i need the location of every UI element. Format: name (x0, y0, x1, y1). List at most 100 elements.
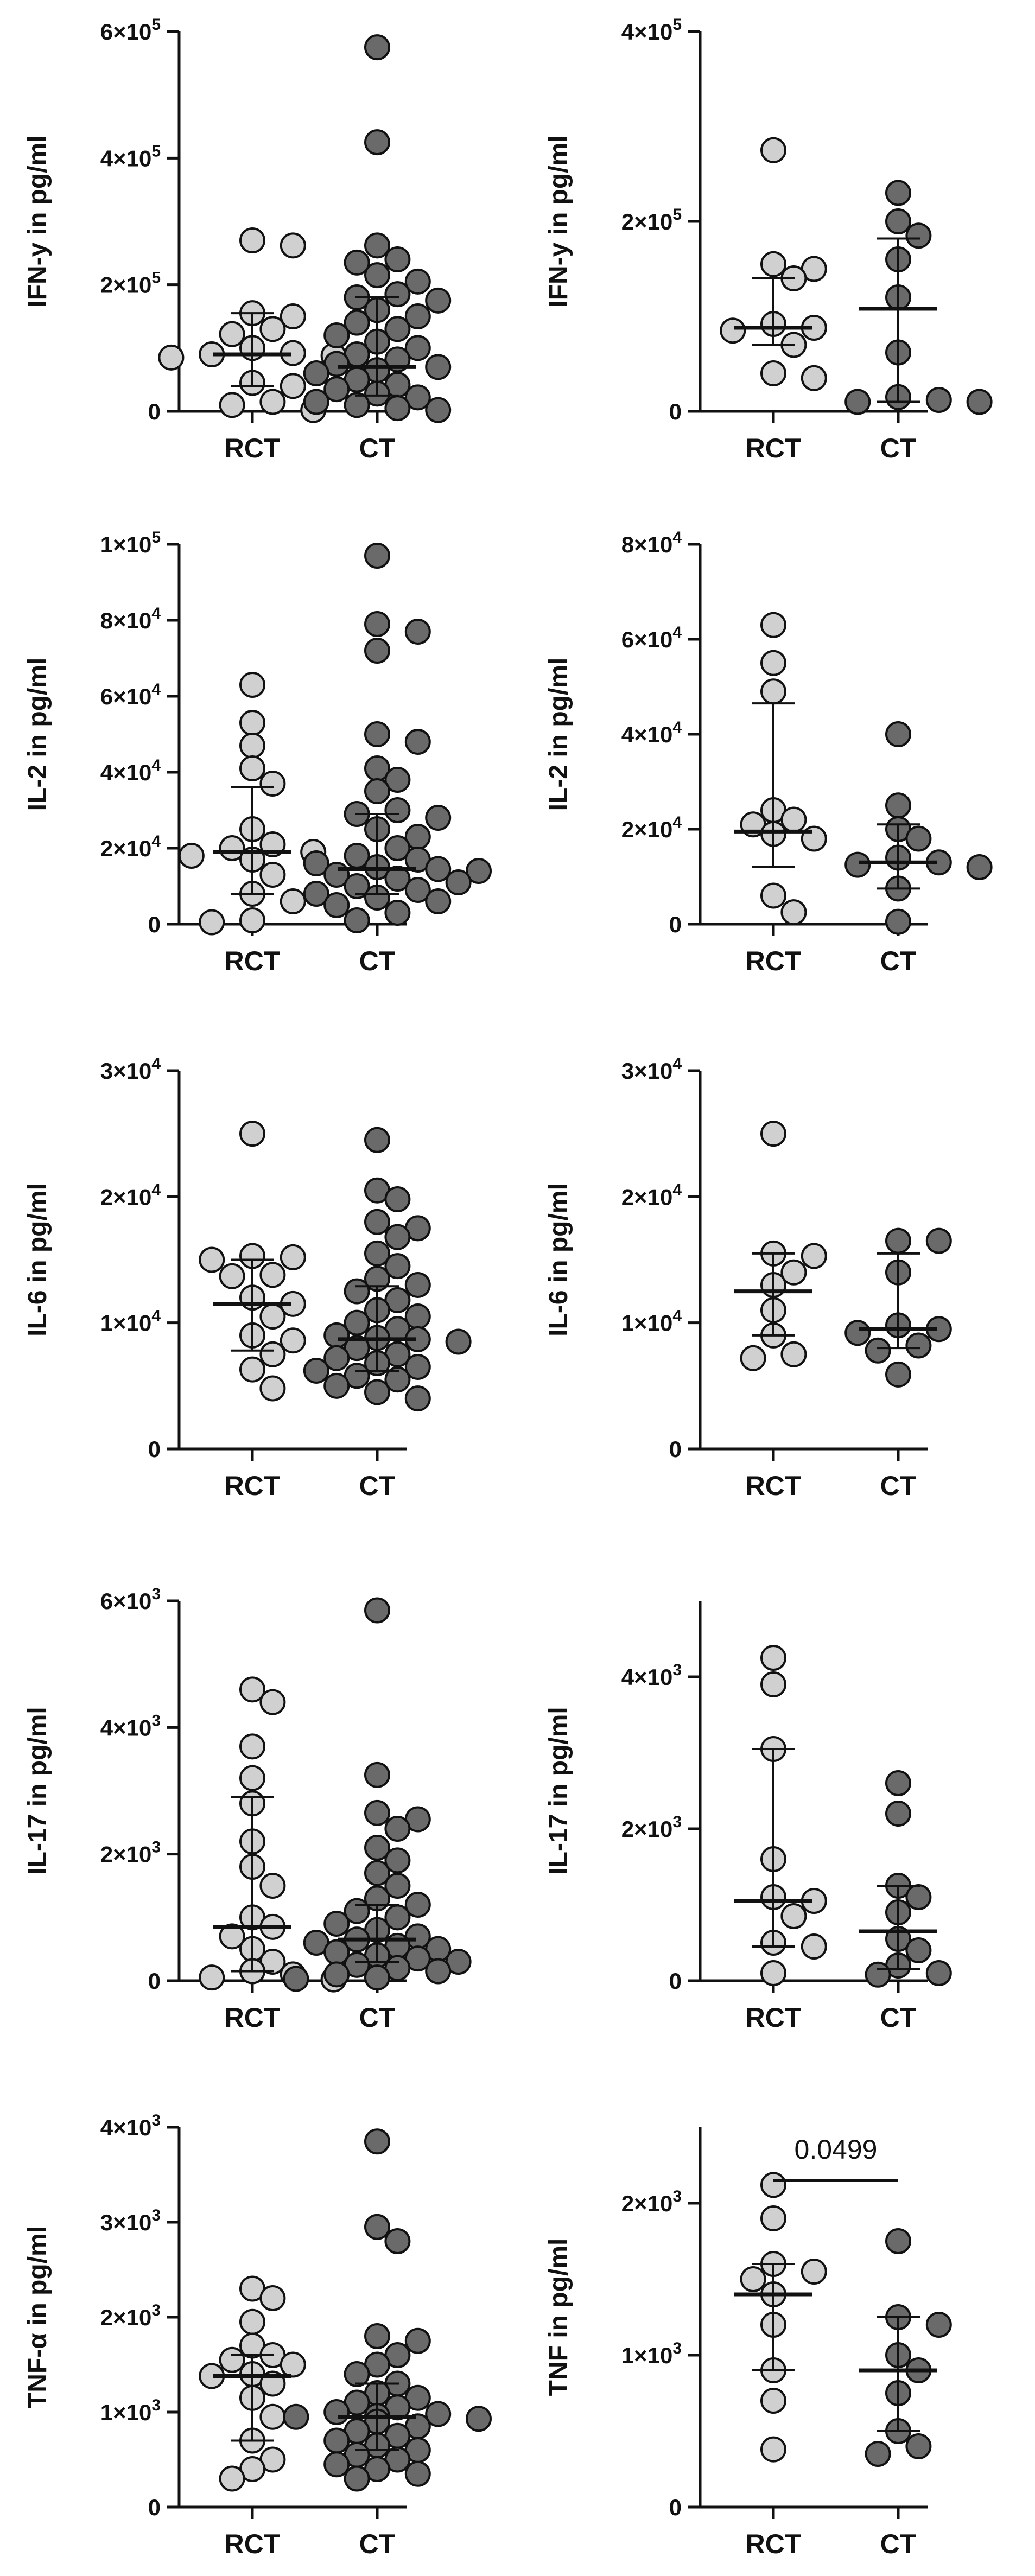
series-rct (734, 2172, 827, 2463)
data-point (801, 365, 827, 391)
data-point (364, 1379, 390, 1405)
data-point (445, 869, 472, 895)
data-point (344, 249, 370, 276)
data-point (219, 2465, 245, 2492)
data-point (445, 1328, 472, 1355)
data-point (966, 854, 993, 880)
data-point (280, 232, 306, 259)
series-ct (303, 1127, 472, 1412)
data-point (844, 1320, 871, 1346)
y-tick-label: 3×104 (621, 1055, 682, 1084)
y-tick-label: 0 (669, 2495, 682, 2520)
y-axis-title: IL-2 in pg/ml (544, 658, 573, 811)
x-tick-label-ct: CT (880, 2529, 917, 2559)
data-point (384, 1287, 411, 1313)
data-point (466, 858, 492, 884)
data-point (364, 1835, 390, 1861)
series-ct (844, 1227, 952, 1388)
data-point (760, 2205, 786, 2231)
data-point (760, 650, 786, 676)
y-tick-label: 2×105 (621, 206, 682, 234)
data-point (344, 392, 370, 418)
series-ct (859, 1770, 952, 1988)
chart-panel-8: 0 2×103 4×103 IL-17 in pg/ml RCT CT (544, 1601, 952, 2033)
chart-panel-1: 0 2×105 4×105 6×105 IFN-y in pg/ml RCT CT (23, 16, 452, 463)
data-point (259, 1375, 286, 1402)
data-point (259, 1341, 286, 1367)
data-point (239, 672, 265, 698)
data-point (303, 389, 329, 415)
x-tick-label-ct: CT (359, 946, 396, 976)
data-point (780, 899, 807, 926)
y-axis-title: IL-2 in pg/ml (23, 658, 52, 811)
y-axis-title: IL-6 in pg/ml (544, 1183, 573, 1337)
y-tick-label: 0 (148, 1436, 161, 1462)
data-point (323, 322, 350, 348)
data-point (885, 180, 911, 206)
data-point (259, 771, 286, 797)
data-point (384, 1816, 411, 1842)
chart-panel-7: 0 2×103 4×103 6×103 IL-17 in pg/ml RCT CT (23, 1585, 472, 2033)
data-point (885, 1801, 911, 1827)
data-point (404, 619, 431, 645)
y-tick-label: 3×104 (100, 1055, 161, 1084)
data-point (219, 835, 245, 861)
data-point (303, 1357, 329, 1384)
data-point (384, 395, 411, 422)
data-point (384, 900, 411, 926)
y-tick-label: 2×104 (100, 832, 161, 861)
data-point (885, 792, 911, 819)
data-point (740, 1345, 766, 1371)
data-point (344, 1278, 370, 1305)
data-point (364, 1127, 390, 1153)
data-point (384, 797, 411, 823)
data-point (364, 543, 390, 569)
y-axis-title: IFN-y in pg/ml (544, 135, 573, 307)
y-tick-label: 2×104 (621, 1181, 682, 1210)
y-tick-label: 4×104 (621, 718, 682, 747)
y-tick-label: 1×105 (100, 529, 161, 557)
data-point (239, 907, 265, 933)
series-ct (283, 2128, 492, 2492)
data-point (384, 1186, 411, 1212)
data-point (259, 2403, 286, 2430)
y-tick-label: 6×103 (100, 1585, 161, 1614)
data-point (404, 384, 431, 411)
data-point (885, 1361, 911, 1388)
data-point (885, 1770, 911, 1796)
data-point (425, 354, 452, 380)
data-point (344, 309, 370, 336)
y-tick-label: 0 (148, 1968, 161, 1994)
y-axis-title: TNF in pg/ml (544, 2238, 573, 2396)
data-point (323, 1345, 350, 1371)
x-tick-label-rct: RCT (746, 1471, 802, 1501)
data-point (364, 1799, 390, 1826)
data-point (259, 1303, 286, 1330)
data-point (259, 389, 286, 415)
data-point (384, 2228, 411, 2254)
y-tick-label: 0 (148, 912, 161, 937)
y-axis-title: IL-17 in pg/ml (544, 1707, 573, 1874)
chart-panel-5: 0 1×104 2×104 3×104 IL-6 in pg/ml RCT CT (23, 1055, 472, 1501)
y-tick-label: 2×103 (621, 2187, 682, 2216)
data-point (885, 908, 911, 935)
data-point (239, 733, 265, 759)
data-point (384, 1873, 411, 1899)
chart-panel-3: 0 2×104 4×104 6×104 8×104 1×105 IL-2 in pg/ml R… (23, 529, 492, 976)
series-ct (859, 2228, 952, 2467)
data-point (364, 721, 390, 747)
data-point (404, 1353, 431, 1380)
data-point (801, 1933, 827, 1960)
data-point (905, 2433, 932, 2459)
y-tick-label: 1×103 (100, 2396, 161, 2425)
y-tick-label: 4×103 (100, 2111, 161, 2140)
x-tick-label-ct: CT (359, 1471, 396, 1501)
data-point (760, 678, 786, 705)
x-tick-label-rct: RCT (225, 1471, 281, 1501)
data-point (364, 2214, 390, 2240)
data-point (404, 2327, 431, 2354)
data-point (364, 1860, 390, 1886)
data-point (780, 1259, 807, 1286)
data-point (280, 373, 306, 399)
series-rct (158, 227, 347, 423)
